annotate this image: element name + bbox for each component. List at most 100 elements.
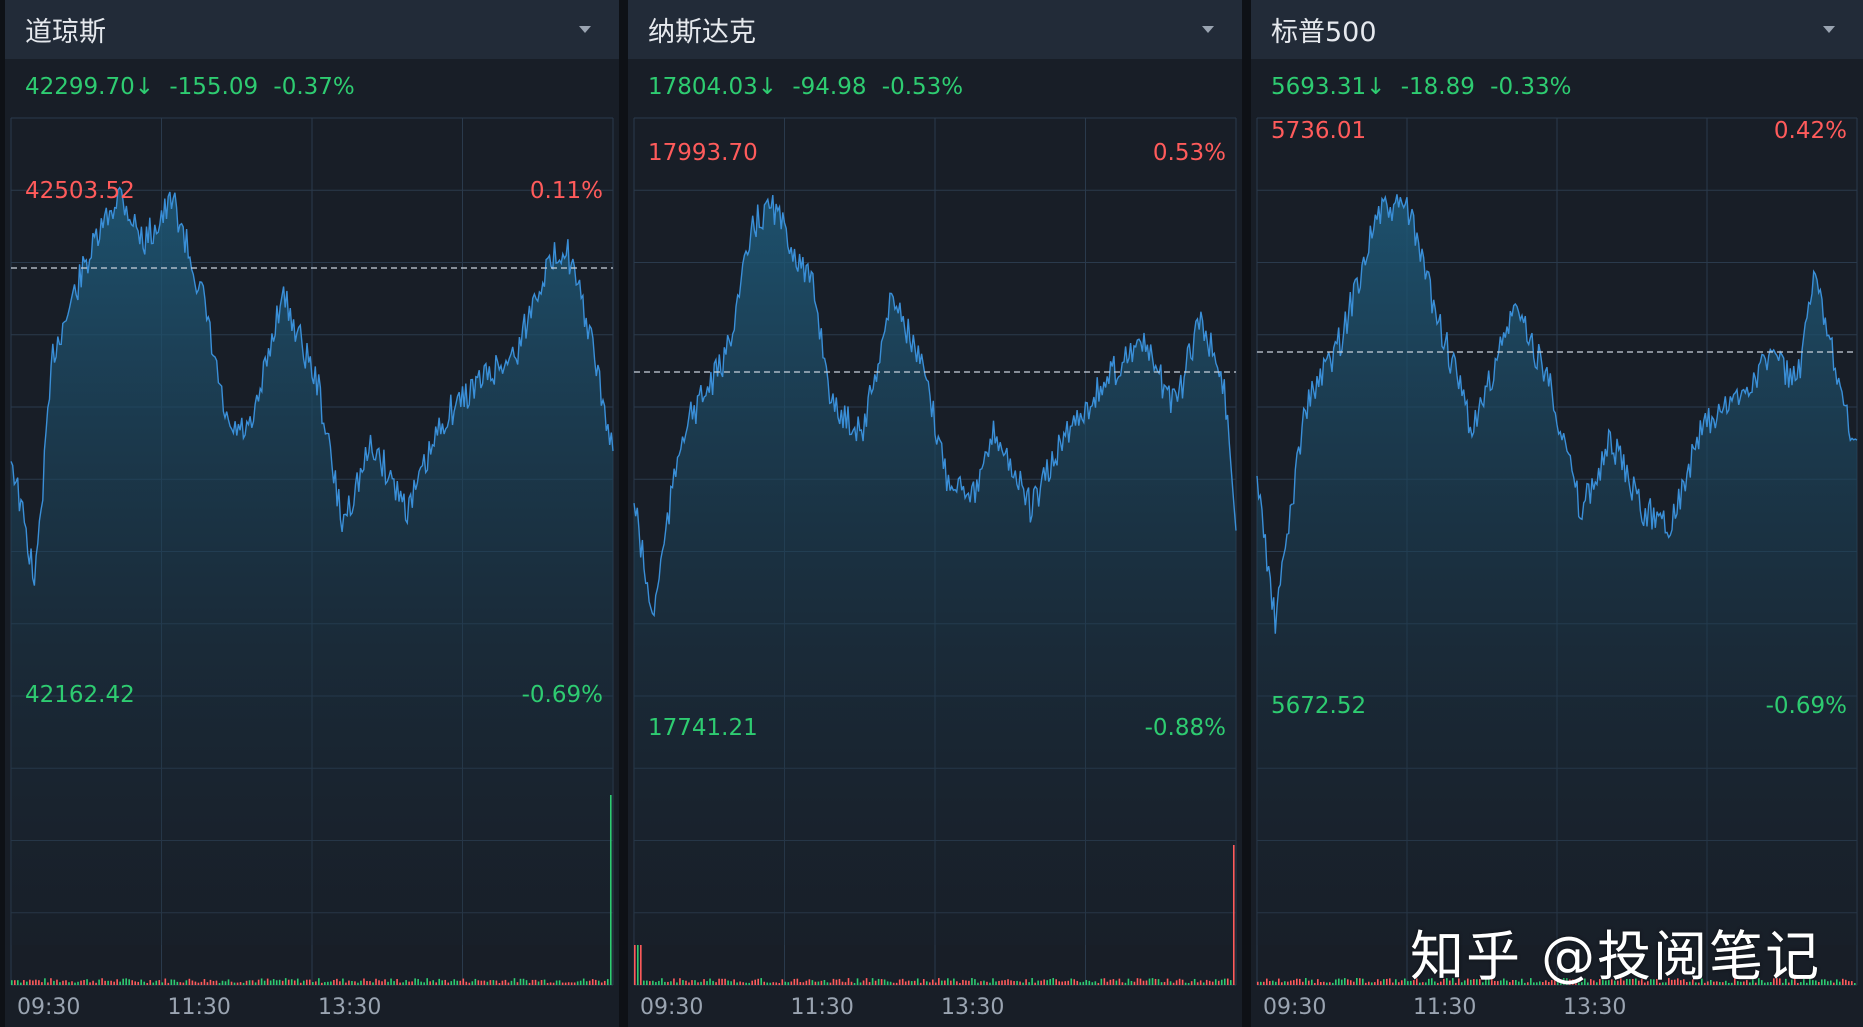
volume-bar: [363, 978, 365, 985]
volume-bar: [609, 795, 612, 985]
panel-nasdaq: 纳斯达克 17804.03↓ -94.98 -0.53% 17993.70 0.5…: [628, 0, 1242, 1027]
volume-bar: [1515, 980, 1517, 985]
volume-bar: [35, 979, 37, 985]
volume-bar: [308, 979, 311, 985]
volume-bar: [1172, 982, 1175, 985]
volume-bar: [694, 980, 696, 985]
volume-bar: [47, 982, 49, 985]
volume-bar: [1653, 979, 1655, 985]
volume-bar: [1293, 980, 1295, 985]
volume-bar: [1434, 981, 1436, 985]
volume-bar: [11, 980, 13, 985]
volume-bar: [962, 979, 964, 985]
volume-bar: [1380, 981, 1382, 985]
volume-bar: [664, 981, 666, 985]
volume-bar: [95, 982, 97, 985]
volume-bar: [1440, 981, 1442, 985]
volume-bar: [712, 980, 714, 985]
volume-bar: [880, 979, 883, 985]
volume-bar: [1121, 982, 1124, 985]
volume-bar: [649, 981, 651, 985]
volume-bar: [817, 981, 820, 985]
volume-bar: [1827, 981, 1829, 985]
volume-bar: [26, 981, 28, 985]
volume-bar: [507, 982, 510, 985]
volume-bar: [1332, 982, 1334, 985]
volume-bar: [736, 982, 738, 985]
volume-bar: [269, 980, 272, 985]
volume-bar: [336, 978, 338, 985]
volume-bar: [1695, 982, 1697, 985]
volume-bar: [1455, 982, 1457, 985]
volume-bar: [1025, 979, 1027, 985]
volume-bar: [1836, 979, 1838, 985]
volume-bar: [125, 978, 127, 985]
volume-bar: [781, 979, 784, 985]
volume-bar: [814, 981, 817, 985]
volume-bar: [673, 978, 675, 985]
panel-header[interactable]: 道琼斯: [5, 0, 619, 59]
volume-bar: [679, 978, 681, 985]
volume-bar: [44, 978, 46, 985]
volume-bar: [465, 981, 468, 985]
panel-header[interactable]: 标普500: [1251, 0, 1863, 59]
volume-bar: [1554, 979, 1556, 985]
volume-bar: [531, 979, 534, 985]
volume-bar: [1389, 978, 1391, 985]
volume-bar: [293, 980, 296, 985]
volume-bar: [375, 978, 377, 985]
volume-bar: [983, 980, 985, 985]
volume-bar: [766, 982, 769, 985]
volume-bar: [1668, 978, 1670, 985]
volume-bar: [1416, 978, 1418, 985]
volume-bar: [447, 982, 450, 985]
volume-bar: [393, 981, 395, 985]
volume-bar: [182, 982, 185, 985]
low-label: 42162.42: [25, 682, 135, 708]
volume-bar: [324, 982, 326, 985]
volume-bar: [1347, 979, 1349, 985]
volume-bar: [718, 978, 720, 985]
volume-bar: [1374, 982, 1376, 985]
volume-bar: [600, 982, 603, 985]
volume-bar: [1821, 979, 1823, 985]
volume-bar: [1109, 979, 1112, 985]
volume-bar: [113, 981, 115, 985]
price-area: [11, 187, 613, 946]
volume-bar: [1214, 979, 1217, 985]
intraday-chart: 42503.52 0.11% 42162.42 -0.69% 09:30 11:30 13:…: [10, 117, 614, 1020]
volume-bar: [281, 980, 284, 985]
volume-bar: [1160, 982, 1163, 985]
volume-bar: [558, 980, 561, 985]
volume-bar: [1812, 980, 1814, 985]
volume-bar: [594, 979, 597, 985]
panel-header[interactable]: 纳斯达克: [628, 0, 1242, 59]
volume-bar: [1512, 979, 1514, 985]
volume-bar: [646, 980, 648, 985]
volume-bar: [284, 978, 287, 985]
volume-bar: [1007, 979, 1009, 985]
x-tick-label: 13:30: [941, 995, 1004, 1020]
volume-bar: [784, 981, 787, 985]
volume-bar: [444, 979, 447, 985]
panel-title: 道琼斯: [25, 17, 106, 48]
volume-bar: [1130, 980, 1133, 985]
price-area: [634, 195, 1236, 946]
volume-bar: [417, 979, 419, 985]
dropdown-arrow-icon[interactable]: [1202, 26, 1214, 33]
dropdown-arrow-icon[interactable]: [579, 26, 591, 33]
volume-bar: [832, 978, 835, 985]
volume-bar: [1557, 978, 1559, 985]
volume-bar: [366, 980, 368, 985]
volume-bar: [1818, 982, 1820, 985]
dropdown-arrow-icon[interactable]: [1823, 26, 1835, 33]
volume-bar: [1716, 981, 1718, 985]
volume-bar: [992, 978, 994, 985]
volume-bar: [351, 980, 353, 985]
volume-bar: [1644, 982, 1646, 985]
volume-bar: [1464, 980, 1466, 985]
high-label: 42503.52: [25, 178, 135, 204]
volume-bar: [1743, 981, 1745, 985]
volume-bar: [700, 981, 702, 985]
volume-bar: [1476, 979, 1478, 985]
